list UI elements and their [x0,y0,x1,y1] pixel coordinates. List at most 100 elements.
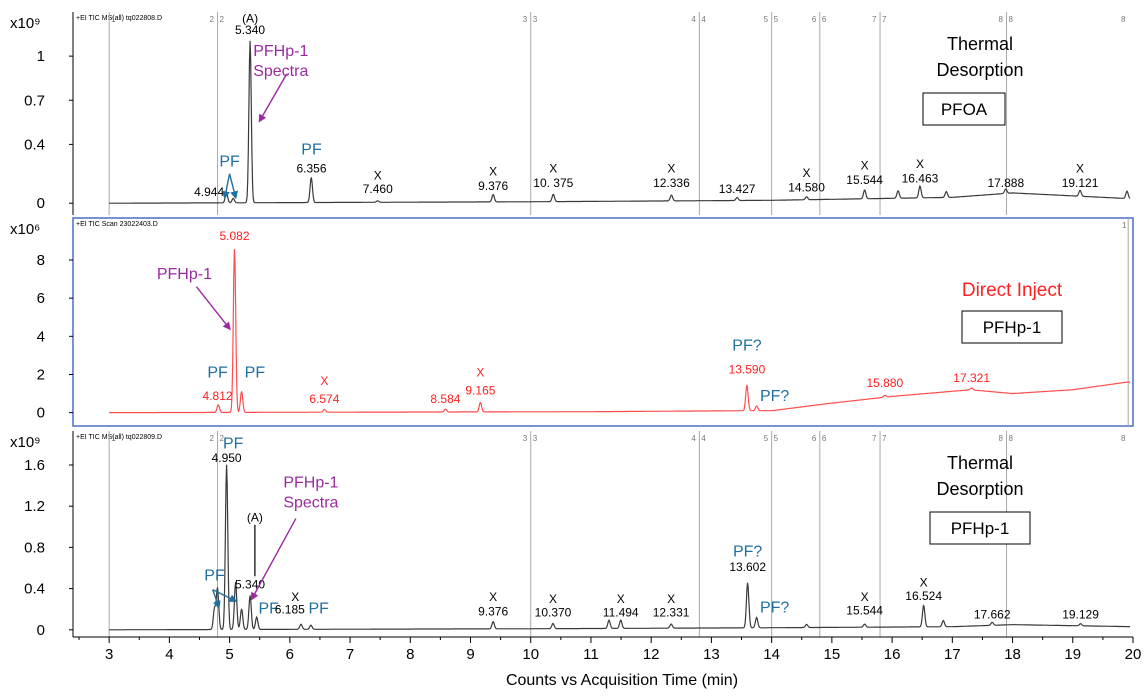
x-tick-label: 4 [165,646,173,663]
segment-label: 2 [210,434,215,443]
x-tick-label: 13 [703,646,720,663]
pf-arrow [228,173,239,200]
x-tick-label: 9 [466,646,474,663]
peak-label: X [549,161,557,175]
x-tick-label: 14 [763,646,780,663]
peak-label: 16.463 [902,172,939,186]
segment-label: 1 [111,15,116,24]
peak-label: (A) [242,11,258,25]
y-tick-label: 1.6 [24,457,45,474]
segment-label: 6 [812,434,817,443]
segment-label: 1 [1122,221,1127,230]
peak-label: 15.544 [846,603,883,617]
peak-label: 15.544 [846,173,883,187]
pf-label: PF [219,153,240,170]
segment-label: 3 [533,15,538,24]
segment-label: 6 [822,15,827,24]
trace-header: +EI TIC Scan 23022403.D [76,221,158,228]
peak-label: 5.340 [235,23,265,37]
tic-trace [109,249,1130,414]
callout-arrow [250,518,297,601]
pf-arrow [212,589,221,610]
peak-label: 9.165 [465,384,495,398]
peak-label: 6.356 [296,161,326,175]
peak-label: X [489,590,497,604]
x-tick-label: 18 [1004,646,1021,663]
segment-label: 4 [691,434,696,443]
side-title: Desorption [936,479,1023,499]
box-label: PFOA [941,100,988,119]
pf-label: PF [223,436,244,453]
peak-label: 4.812 [203,389,233,403]
x-tick-label: 15 [824,646,841,663]
peak-label: 17.662 [974,607,1011,621]
segment-label: 8 [999,15,1004,24]
segment-label: 7 [872,15,877,24]
x-tick-label: 10 [522,646,539,663]
callout-label: Spectra [253,63,308,80]
segment-label: 3 [533,434,538,443]
pf-label: PF? [760,599,789,616]
peak-label: 7.460 [363,182,393,196]
pf-label: PF? [732,338,761,355]
y-tick-label: 0.7 [24,92,45,109]
peak-label: 17.888 [987,176,1024,190]
peak-label: 5.340 [235,578,265,592]
segment-label: 6 [822,434,827,443]
x-tick-label: 16 [884,646,901,663]
x-tick-label: 6 [286,646,294,663]
peak-label: 16.524 [905,589,942,603]
pf-label: PF [207,364,228,381]
segment-label: 2 [220,434,225,443]
peak-label: 4.950 [212,451,242,465]
label-box [961,310,1063,344]
peak-label: 12.331 [653,605,690,619]
trace-header: +EI TIC MS(all) tq022808.D [76,15,162,22]
y-tick-label: 0.4 [24,136,45,153]
side-title: Thermal [947,34,1013,54]
box-label: PFHp-1 [951,519,1010,538]
peak-label: X [1076,161,1084,175]
label-box [929,511,1031,545]
x-tick-label: 12 [643,646,660,663]
side-title: Thermal [947,453,1013,473]
y-scale-label: x10⁹ [10,15,41,32]
tic-trace [109,40,1131,204]
callout-label: PFHp-1 [253,43,308,60]
peak-label: X [617,592,625,606]
y-tick-label: 8 [37,252,45,269]
y-tick-label: 4 [37,328,45,345]
x-tick-label: 5 [225,646,233,663]
y-scale-label: x10⁹ [10,434,41,451]
trace-header: +EI TIC MS(all) tq022809.D [76,434,162,441]
peak-label: X [374,169,382,183]
peak-label: 12.336 [653,176,690,190]
x-tick-label: 7 [346,646,354,663]
segment-label: 8 [1009,434,1014,443]
peak-label: 17.321 [953,371,990,385]
label-box [922,92,1006,126]
segment-label: 7 [872,434,877,443]
peak-label: 11.494 [603,605,639,619]
segment-label: 4 [701,15,706,24]
peak-label: X [476,365,484,379]
pf-arrow [212,588,238,602]
segment-label: 5 [764,15,769,24]
callout-label: PFHp-1 [157,266,212,283]
peak-label: (A) [247,511,263,525]
segment-label: 2 [210,15,215,24]
peak-label: X [667,592,675,606]
pf-label: PF [204,567,225,584]
pf-label: PF [259,600,280,617]
x-tick-label: 17 [944,646,961,663]
y-tick-label: 0 [37,195,45,212]
side-title: Direct Inject [962,280,1063,301]
panel-frame [72,217,1134,427]
y-tick-label: 0 [37,622,45,639]
segment-label: 8 [999,434,1004,443]
peak-label: 10.370 [535,605,572,619]
peak-label: 19.121 [1062,176,1099,190]
peak-label: X [291,590,299,604]
segment-label: 1 [111,434,116,443]
